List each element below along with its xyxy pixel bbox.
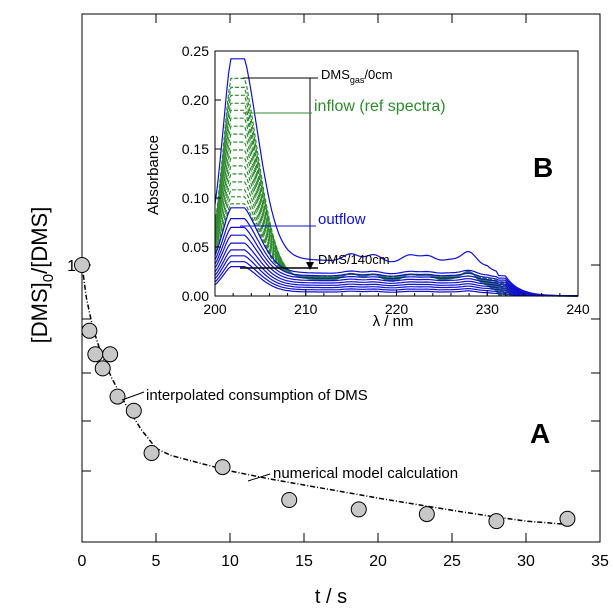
annotation-leader-model [247,473,271,482]
data-point [214,459,231,476]
annotation-dmsgas: DMSgas/0cm [321,67,393,85]
panel-a-x-ticks: 0 5 10 15 20 25 30 35 [78,14,609,570]
data-point [488,513,505,530]
annotation-inflow: inflow (ref spectra) [314,98,446,115]
x-tick-label-a: 5 [152,553,161,570]
x-axis-label-b: λ / nm [373,313,414,330]
annotation-dms140: DMS/140cm [318,252,390,267]
x-tick-label-a: 25 [443,553,461,570]
spectrum-line [214,255,578,297]
y-tick-label-b: 0.10 [182,190,209,206]
spectrum-line [214,234,578,297]
x-tick-label-b: 200 [203,301,227,317]
data-point [102,346,119,363]
panel-a-plot: 0 5 10 15 20 25 30 35 1 interpolated consumptio… [27,13,609,608]
data-point [350,501,367,518]
spectrum-line [214,226,578,297]
data-point [87,346,104,363]
x-tick-label-a: 20 [369,553,387,570]
data-point [125,402,142,419]
y-tick-label-b: 0.00 [182,288,209,304]
x-axis-label-a: t / s [315,586,347,608]
panel-b-spectra [214,58,579,297]
data-point [109,388,126,405]
annotation-numerical-model: numerical model calculation [273,465,458,482]
y-axis-label-b: Absorbance [145,135,162,215]
y-tick-label-b: 0.20 [182,92,209,108]
panel-b-y-ticks: 0.00 0.05 0.10 0.15 0.20 0.25 [182,43,221,304]
annotation-leader-interpolated [121,391,145,401]
x-tick-label-a: 35 [591,553,609,570]
spectrum-line [214,261,578,297]
y-tick-label-b: 0.25 [182,43,209,59]
panel-b-x-ticks: 200 210 220 230 240 [203,290,590,317]
data-point [418,506,435,523]
y-tick-label-b: 0.05 [182,239,209,255]
spectrum-line [214,249,578,297]
data-point [281,492,298,508]
annotation-interpolated-consumption: interpolated consumption of DMS [146,387,368,404]
y-tick-label-b: 0.15 [182,141,209,157]
spectrum-line [214,218,578,297]
data-point [74,257,90,273]
x-tick-label-a: 30 [517,553,535,570]
arrow-head [306,262,314,270]
x-tick-label-a: 10 [221,553,239,570]
panel-b-inset: 200 210 220 230 240 0.00 0.05 0.10 0.15 0.20 0.25… [145,43,590,330]
data-point [143,445,160,461]
x-tick-label-b: 230 [476,301,500,317]
y-axis-label-a: [DMS]0/[DMS] [27,207,57,344]
x-tick-label-b: 240 [566,301,590,317]
spectrum-line [214,242,579,297]
data-point [81,322,98,339]
panel-label-a: A [530,418,550,449]
panel-label-b: B [533,152,553,183]
spectrum-line [214,165,579,297]
x-tick-label-b: 220 [385,301,409,317]
y-axis-label-sub: 0 [40,274,57,282]
data-point [559,510,576,527]
data-point [94,360,111,377]
x-tick-label-b: 210 [294,301,318,317]
x-tick-label-a: 15 [295,553,313,570]
x-tick-label-a: 0 [78,553,87,570]
panel-a-data-points [74,257,576,530]
annotation-outflow: outflow [318,211,366,228]
panel-a-frame [81,13,601,543]
spectrum-line [214,207,578,297]
y-tick-label-a: 1 [67,258,76,275]
spectrum-line [214,58,578,297]
